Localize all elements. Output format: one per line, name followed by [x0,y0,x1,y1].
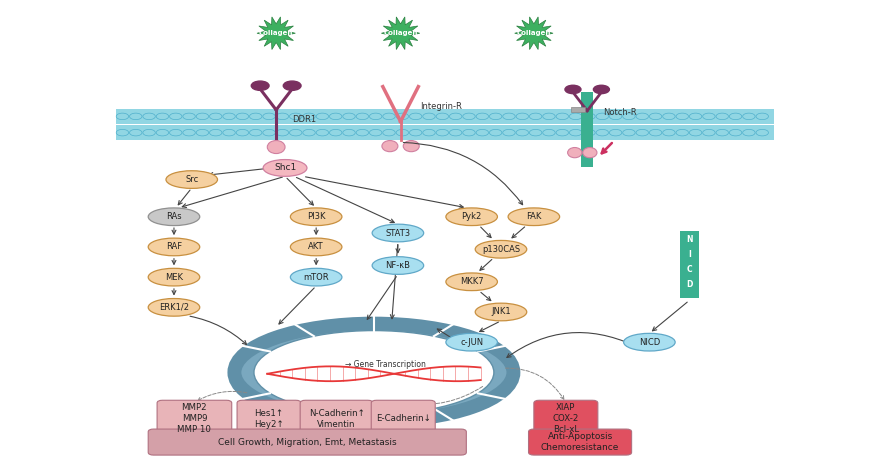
Text: N-Cadherin↑
Vimentin: N-Cadherin↑ Vimentin [309,409,365,429]
Circle shape [251,81,269,90]
Circle shape [565,85,581,94]
Text: E-Cadherin↓: E-Cadherin↓ [376,414,431,423]
Text: Anti-Apoptosis
Chemoresistance: Anti-Apoptosis Chemoresistance [541,432,619,452]
Text: JNK1: JNK1 [491,308,511,316]
Text: c-JUN: c-JUN [460,338,483,347]
FancyBboxPatch shape [149,429,466,455]
Ellipse shape [508,208,560,226]
Text: Notch-R: Notch-R [603,108,637,116]
Polygon shape [382,17,420,49]
FancyBboxPatch shape [371,400,435,438]
Ellipse shape [254,330,494,414]
Bar [117,125,773,140]
Text: Collagen: Collagen [517,30,551,36]
Text: NICD: NICD [639,338,660,347]
Text: Src: Src [185,175,198,184]
Ellipse shape [290,208,342,226]
Ellipse shape [263,159,307,176]
Ellipse shape [149,238,199,256]
Ellipse shape [475,303,527,321]
Text: RAs: RAs [166,212,182,221]
Ellipse shape [446,333,498,351]
Text: Collagen: Collagen [384,30,417,36]
Text: D: D [686,280,692,289]
Ellipse shape [267,141,285,154]
Text: Integrin-R: Integrin-R [420,102,462,110]
Text: NF-κB: NF-κB [385,261,410,270]
Ellipse shape [290,268,342,286]
Text: Shc1: Shc1 [274,164,296,172]
Ellipse shape [446,208,498,226]
Ellipse shape [583,148,597,158]
Text: p130CAS: p130CAS [481,245,520,254]
Ellipse shape [149,299,199,316]
Text: DDR1: DDR1 [292,115,316,123]
Ellipse shape [234,323,514,421]
Ellipse shape [475,240,527,258]
Text: N: N [686,235,692,245]
Ellipse shape [149,268,199,286]
Ellipse shape [382,141,398,152]
FancyBboxPatch shape [237,400,301,438]
Circle shape [594,85,610,94]
Text: → Gene Transcription: → Gene Transcription [345,360,426,369]
Ellipse shape [446,273,498,291]
Text: C: C [686,265,692,274]
Text: MKK7: MKK7 [460,277,483,286]
FancyBboxPatch shape [529,429,632,455]
Text: Cell Growth, Migration, Emt, Metastasis: Cell Growth, Migration, Emt, Metastasis [218,438,397,446]
Text: STAT3: STAT3 [385,228,410,238]
Text: Pyk2: Pyk2 [462,212,481,221]
Ellipse shape [372,224,424,242]
Text: MEK: MEK [165,273,183,281]
Text: PI3K: PI3K [307,212,326,221]
Text: mTOR: mTOR [303,273,329,281]
Text: XIAP
COX-2
Bcl-xL: XIAP COX-2 Bcl-xL [553,403,579,434]
Text: MMP2
MMP9
MMP 10: MMP2 MMP9 MMP 10 [177,403,211,434]
Ellipse shape [290,238,342,256]
Circle shape [283,81,301,90]
Bar [680,231,700,298]
Bar [117,109,773,124]
Polygon shape [514,17,553,49]
Polygon shape [257,17,295,49]
Text: FAK: FAK [526,212,541,221]
Ellipse shape [624,333,676,351]
FancyBboxPatch shape [158,400,231,438]
Ellipse shape [568,148,582,158]
Ellipse shape [149,208,199,226]
Text: RAF: RAF [166,242,182,252]
Ellipse shape [254,330,494,414]
Ellipse shape [166,171,217,188]
Bar [581,92,594,166]
FancyBboxPatch shape [300,400,373,438]
Text: I: I [688,250,691,260]
Bar [571,107,586,112]
Ellipse shape [403,141,419,152]
FancyBboxPatch shape [534,400,598,438]
Text: AKT: AKT [308,242,324,252]
Ellipse shape [372,257,424,274]
Text: ERK1/2: ERK1/2 [159,303,189,312]
Text: Hes1↑
Hey2↑: Hes1↑ Hey2↑ [255,409,284,429]
Text: Collagen: Collagen [259,30,294,36]
